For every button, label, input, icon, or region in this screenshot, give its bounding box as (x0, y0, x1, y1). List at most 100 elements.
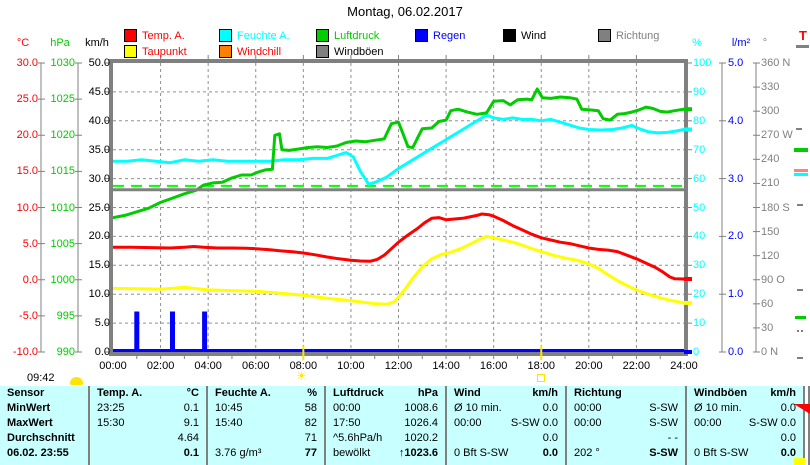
legend-label: Wind (521, 29, 547, 42)
table-cell: MaxWert (7, 417, 53, 429)
table-row: 15:40 82 (208, 416, 324, 431)
column-header-name: Luftdruck (333, 387, 384, 399)
table-cell: 17:50 (333, 417, 361, 429)
cutoff-marker (794, 169, 808, 172)
table-cell: ^5.6hPa/h (333, 432, 383, 444)
legend-item-richtung[interactable]: Richtung (598, 29, 659, 42)
legend-item-windchill[interactable]: Windchill (219, 45, 281, 58)
table-row: 00:00 S-SW (567, 401, 685, 416)
table-cell: 82 (304, 417, 317, 429)
legend-color-box-icon[interactable] (124, 45, 137, 58)
legend-color-box-icon[interactable] (503, 29, 516, 42)
column-header-unit: °C (186, 387, 199, 399)
column-header-name: Feuchte A. (215, 387, 271, 399)
legend-color-box-icon[interactable] (316, 45, 329, 58)
cutoff-marker (797, 289, 803, 291)
cutoff-marker (797, 330, 799, 332)
legend-label: Taupunkt (142, 45, 187, 58)
cutoff-marker (797, 357, 803, 359)
table-cell: 00:00 (574, 402, 602, 414)
column-header-unit: km/h (532, 387, 558, 399)
table-right-border (808, 386, 810, 465)
legend-item-taupunkt[interactable]: Taupunkt (124, 45, 187, 58)
table-cell: S-SW 0.0 (510, 417, 558, 429)
table-cell: 3.76 g/m³ (215, 447, 262, 459)
table-row: 0.0 (687, 431, 803, 446)
table-cell: 0.1 (183, 402, 199, 414)
legend-label: Feuchte A. (237, 29, 290, 42)
column-header-unit: % (307, 387, 317, 399)
table-column-feuchte-a-: Feuchte A.% 10:45 58 15:40 82 71 3.76 g/m³ 77 (208, 386, 326, 465)
table-cell: 23:25 (97, 402, 125, 414)
table-cell: 10:45 (215, 402, 243, 414)
column-header-name: Sensor (7, 387, 45, 399)
table-cell: S-SW (649, 402, 678, 414)
cutoff-marker (797, 204, 803, 206)
table-cell: 0 Bft S-SW (454, 447, 509, 459)
cutoff-marker (794, 148, 808, 152)
legend-label: Windchill (237, 45, 282, 58)
table-cell: 00:00 (574, 417, 602, 429)
table-cell: 4.64 (177, 432, 199, 444)
next-panel-yellow-icon (794, 458, 805, 465)
table-cell: bewölkt (333, 447, 371, 459)
table-cell: 0.0 (780, 402, 796, 414)
legend-item-feuchte-a-[interactable]: Feuchte A. (219, 29, 290, 42)
legend-item-windb-en[interactable]: Windböen (316, 45, 384, 58)
legend-color-box-icon[interactable] (415, 29, 428, 42)
legend-item-temp-a-[interactable]: Temp. A. (124, 29, 185, 42)
table-cell: 0.1 (183, 447, 199, 459)
table-row: 202 ° S-SW (567, 446, 685, 461)
table-cell: S-SW (649, 417, 678, 429)
table-cell: 1020.2 (404, 432, 438, 444)
table-row: Durchschnitt (0, 431, 88, 446)
column-header: Feuchte A.% (208, 386, 324, 401)
next-panel-red-flag-icon (794, 404, 810, 414)
cutoff-marker (796, 45, 809, 48)
table-column-luftdruck: Luftdruck hPa 00:00 1008.6 17:50 1026.4 ^5.6hP… (326, 386, 447, 465)
column-header-name: Temp. A. (97, 387, 143, 399)
table-row: 17:50 1026.4 (326, 416, 445, 431)
column-header: Wind km/h (447, 386, 565, 401)
stats-table: Sensor MinWert MaxWert Durchschnitt 06.02. 2… (0, 386, 805, 465)
table-cell: S-SW (649, 447, 678, 459)
legend-color-box-icon[interactable] (124, 29, 137, 42)
table-row: ^5.6hPa/h 1020.2 (326, 431, 445, 446)
legend-color-box-icon[interactable] (316, 29, 329, 42)
table-cell: Ø 10 min. (454, 402, 502, 414)
table-cell: 0.0 (542, 432, 558, 444)
legend-color-box-icon[interactable] (219, 29, 232, 42)
cutoff-next-panel-label: T (799, 28, 807, 43)
column-header: Temp. A. °C (90, 386, 206, 401)
table-row: 0.1 (90, 446, 206, 461)
table-cell: Durchschnitt (7, 432, 75, 444)
table-cell: 77 (304, 447, 317, 459)
table-row: Ø 10 min. 0.0 (447, 401, 565, 416)
table-row: 0.0 (447, 431, 565, 446)
sun-cloud-icon (70, 377, 83, 385)
legend-item-wind[interactable]: Wind (503, 29, 546, 42)
legend-label: Luftdruck (334, 29, 380, 42)
column-header-name: Wind (454, 387, 481, 399)
legend-label: Windböen (334, 45, 384, 58)
table-column-temp-a-: Temp. A. °C 23:25 0.1 15:30 9.1 4.64 0.1 (90, 386, 208, 465)
legend-color-box-icon[interactable] (219, 45, 232, 58)
table-cell: 00:00 (333, 402, 361, 414)
column-header-unit: hPa (417, 387, 438, 399)
column-header: Luftdruck hPa (326, 386, 445, 401)
table-cell: 202 ° (574, 447, 600, 459)
legend-item-luftdruck[interactable]: Luftdruck (316, 29, 379, 42)
table-cell: ↑1023.6 (398, 447, 438, 459)
sunset-icon (537, 374, 545, 382)
clock-time: 09:42 (27, 372, 55, 384)
legend-label: Richtung (616, 29, 660, 42)
legend-item-regen[interactable]: Regen (415, 29, 465, 42)
table-row: 3.76 g/m³ 77 (208, 446, 324, 461)
table-row: bewölkt ↑1023.6 (326, 446, 445, 461)
table-row: 00:00 S-SW 0.0 (687, 416, 803, 431)
legend-color-box-icon[interactable] (598, 29, 611, 42)
cutoff-marker (795, 316, 806, 319)
table-row: 00:00 1008.6 (326, 401, 445, 416)
table-row: 4.64 (90, 431, 206, 446)
